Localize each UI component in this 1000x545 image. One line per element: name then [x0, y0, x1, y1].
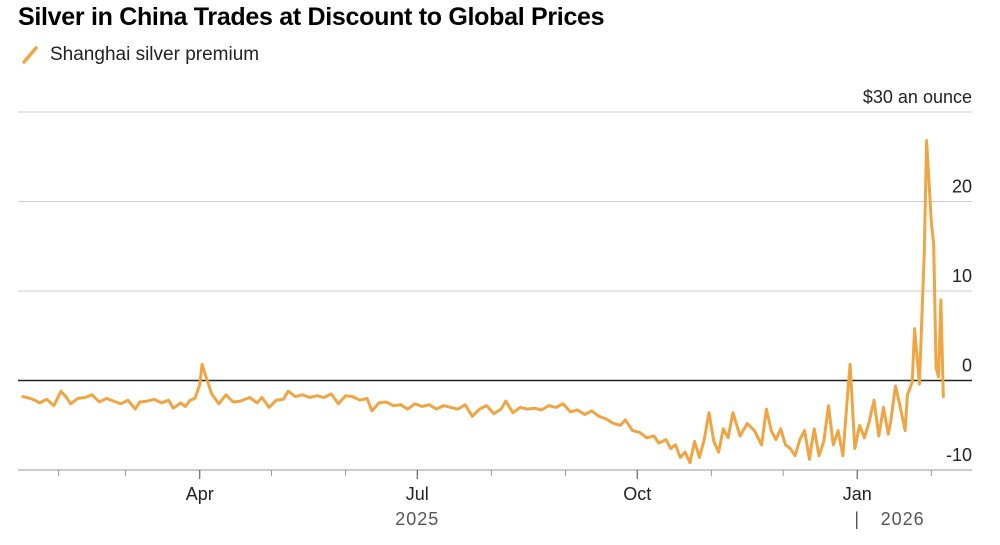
y-tick-label: 10 [952, 266, 972, 286]
x-tick-label: Oct [623, 484, 651, 504]
legend: Shanghai silver premium [20, 44, 259, 66]
year-label: 2026 [881, 509, 925, 529]
series-line-shanghai-silver-premium [21, 139, 945, 465]
y-tick-label: -10 [946, 445, 972, 465]
y-tick-label: $30 an ounce [863, 87, 972, 107]
year-label: 2025 [395, 509, 439, 529]
y-tick-label: 0 [962, 356, 972, 376]
legend-label: Shanghai silver premium [50, 44, 260, 65]
legend-swatch-icon [22, 46, 38, 64]
x-tick-label: Apr [186, 484, 214, 504]
chart-title: Silver in China Trades at Discount to Gl… [18, 3, 605, 31]
x-tick-label: Jan [843, 484, 872, 504]
y-tick-label: 20 [952, 177, 972, 197]
x-tick-label: Jul [406, 484, 429, 504]
year-divider: | [854, 509, 860, 529]
